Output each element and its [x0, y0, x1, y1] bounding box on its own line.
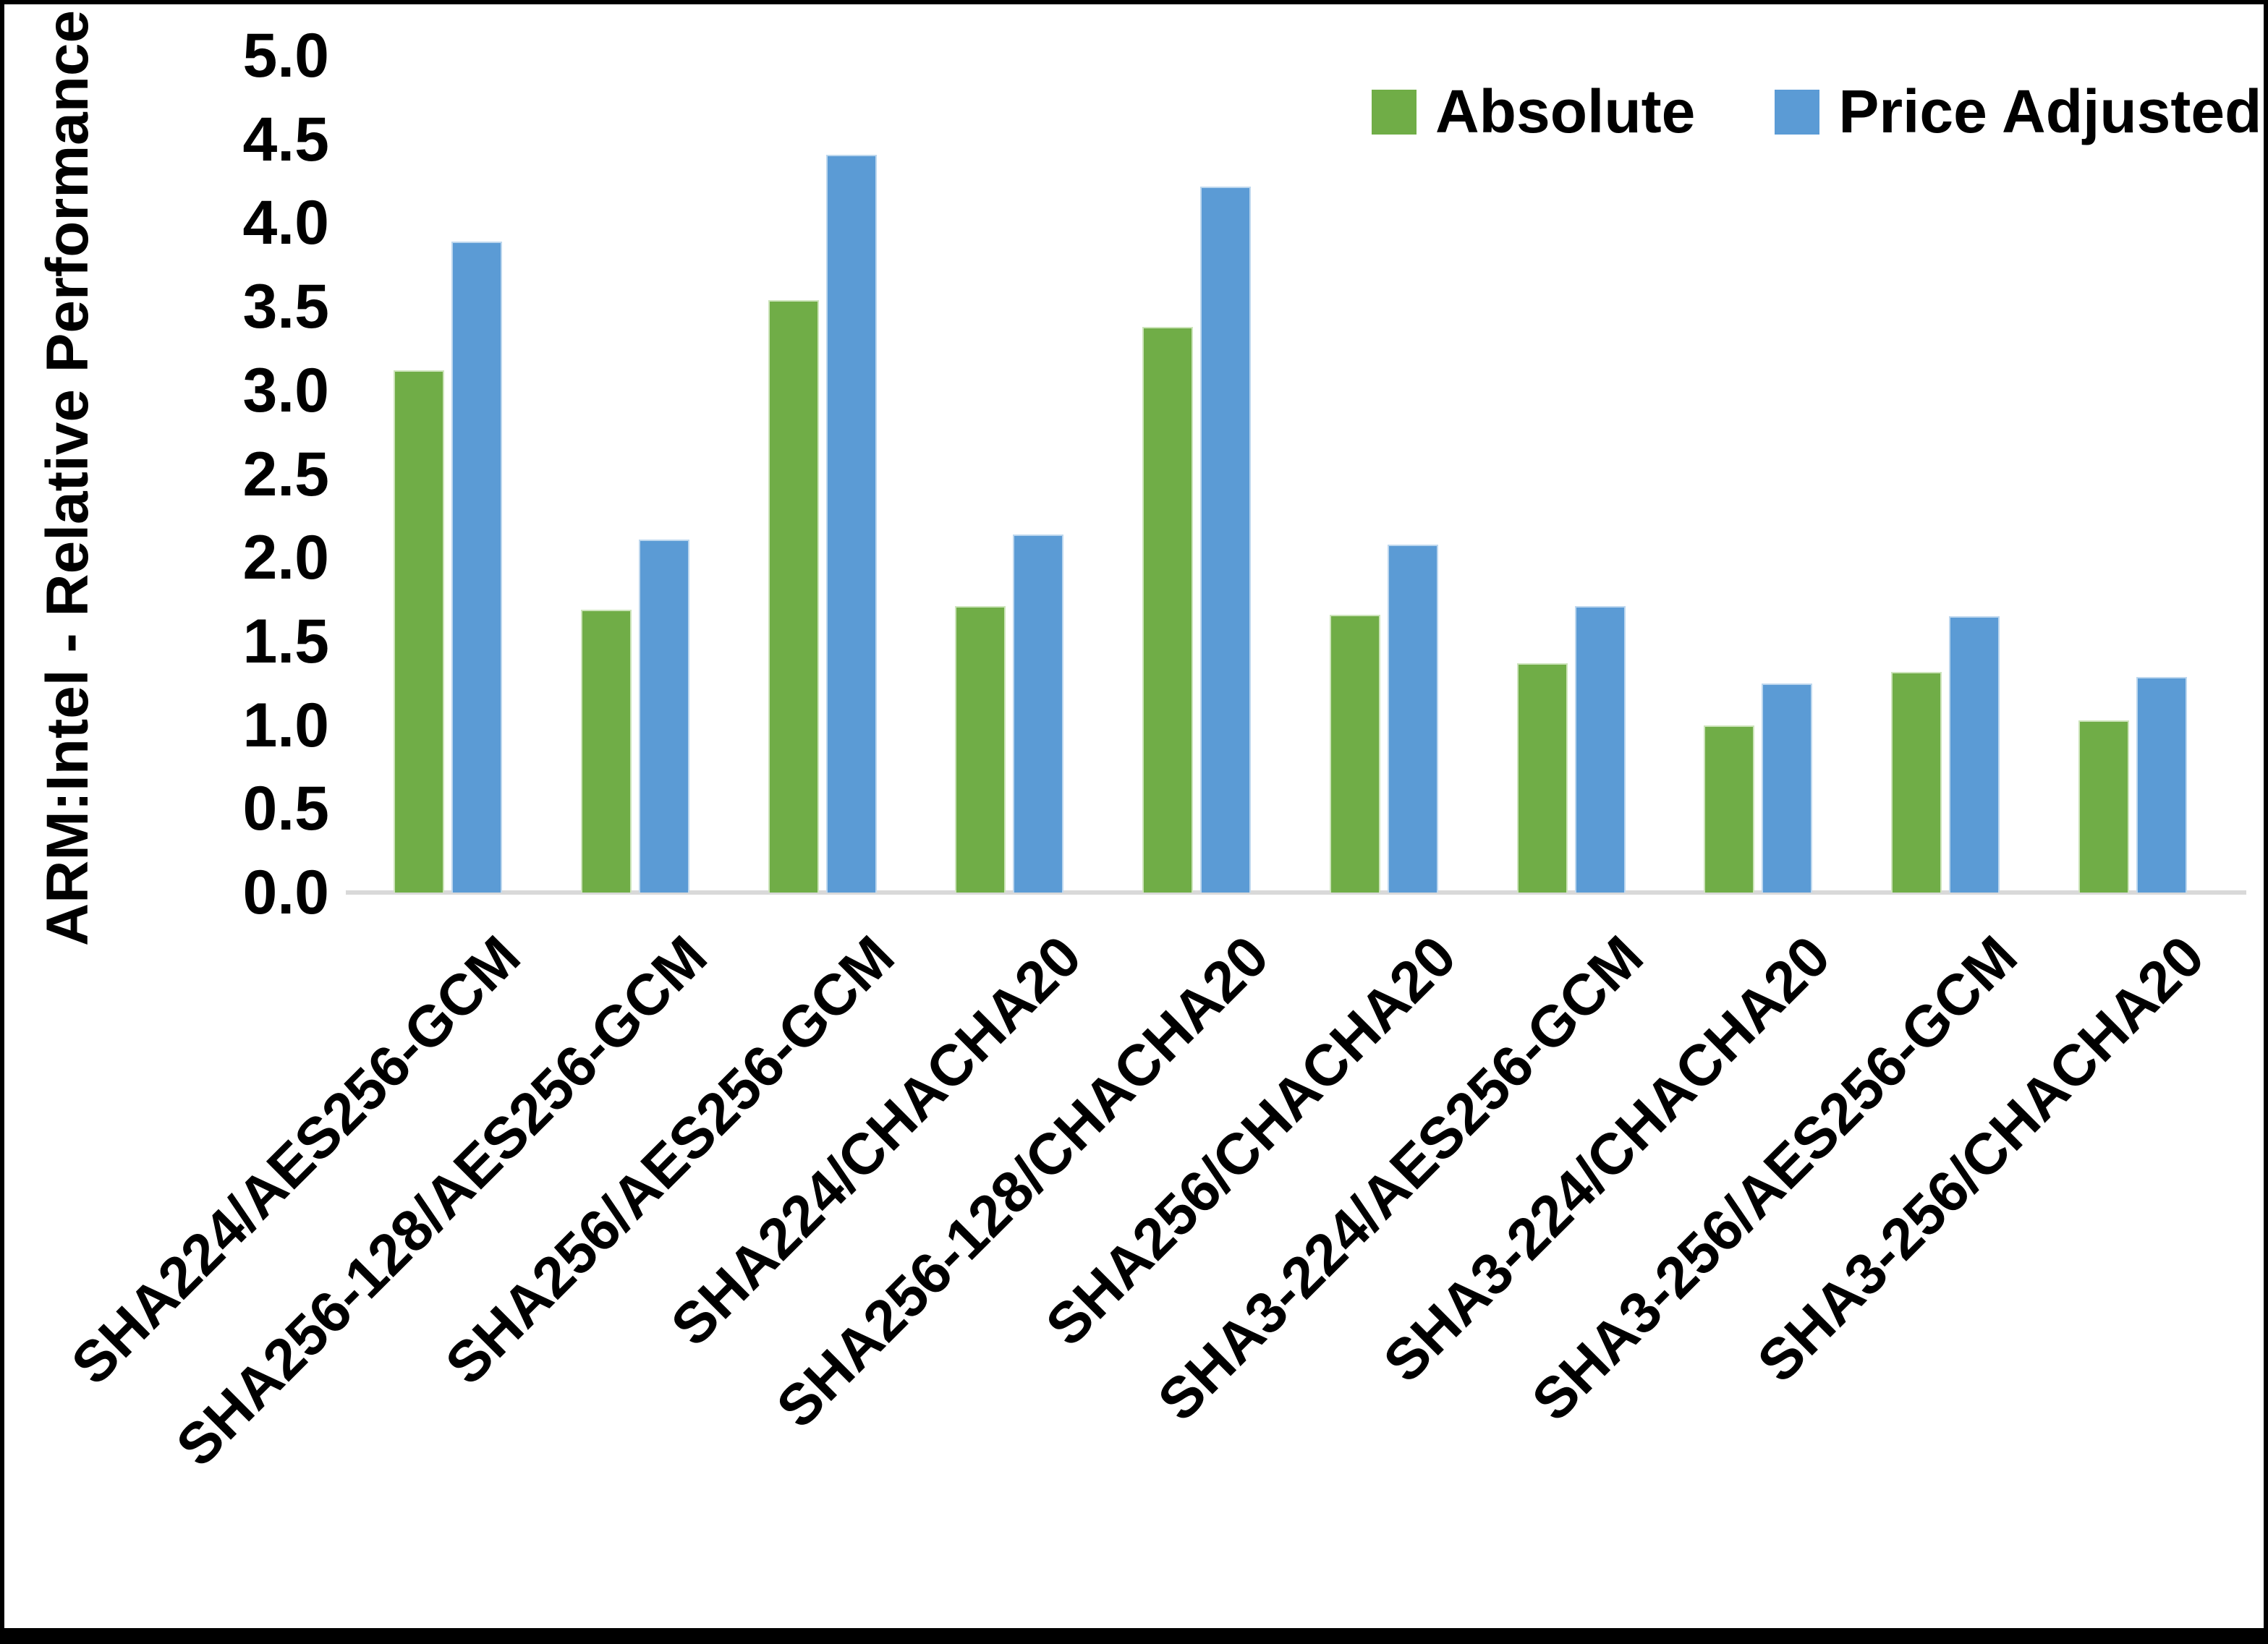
bar-price-adjusted-2: [825, 154, 877, 893]
bar-price-adjusted-9: [2136, 676, 2187, 893]
x-axis-line: [346, 890, 2246, 895]
bar-absolute-0: [394, 370, 445, 893]
bar-absolute-2: [768, 299, 819, 893]
y-tick-label: 5.0: [242, 21, 329, 90]
bar-price-adjusted-1: [639, 539, 690, 893]
bar-absolute-7: [1704, 725, 1755, 893]
bar-absolute-3: [955, 606, 1006, 893]
y-axis-tick-labels: 0.0 0.5 1.0 1.5 2.0 2.5 3.0 3.5 4.0 4.5 5.0: [4, 4, 329, 1628]
bar-price-adjusted-3: [1013, 534, 1064, 893]
x-axis-category-labels: SHA224/AES256-GCM SHA256-128/AES256-GCM SH…: [59, 924, 2226, 1619]
y-tick-label: 0.0: [242, 858, 329, 927]
bar-absolute-4: [1142, 326, 1194, 893]
legend-item-absolute: Absolute: [1372, 77, 1695, 147]
y-tick-label: 4.5: [242, 104, 329, 174]
bar-price-adjusted-8: [1948, 616, 2000, 893]
legend-swatch-absolute: [1372, 89, 1417, 135]
y-tick-label: 2.5: [242, 439, 329, 509]
y-tick-label: 3.5: [242, 272, 329, 342]
bar-absolute-6: [1516, 663, 1568, 893]
bar-price-adjusted-6: [1574, 606, 1626, 893]
y-tick-label: 3.0: [242, 355, 329, 425]
bar-price-adjusted-4: [1200, 186, 1252, 893]
bar-absolute-5: [1329, 614, 1380, 893]
y-tick-label: 0.5: [242, 774, 329, 844]
legend-swatch-price-adjusted: [1775, 89, 1820, 135]
bar-absolute-1: [581, 609, 632, 893]
y-tick-label: 1.0: [242, 690, 329, 760]
y-tick-label: 2.0: [242, 523, 329, 593]
bar-price-adjusted-7: [1762, 683, 1813, 893]
bar-absolute-9: [2078, 720, 2129, 893]
bar-price-adjusted-5: [1387, 544, 1438, 893]
y-tick-label: 1.5: [242, 606, 329, 676]
bar-price-adjusted-0: [451, 241, 503, 893]
bar-absolute-8: [1890, 671, 1942, 893]
legend-label-price-adjusted: Price Adjusted: [1838, 77, 2262, 145]
plot-area: [346, 56, 2246, 895]
y-tick-label: 4.0: [242, 188, 329, 258]
legend-item-price-adjusted: Price Adjusted: [1775, 77, 2261, 147]
legend-label-absolute: Absolute: [1435, 77, 1696, 145]
legend: Absolute Price Adjusted: [1372, 77, 2261, 147]
